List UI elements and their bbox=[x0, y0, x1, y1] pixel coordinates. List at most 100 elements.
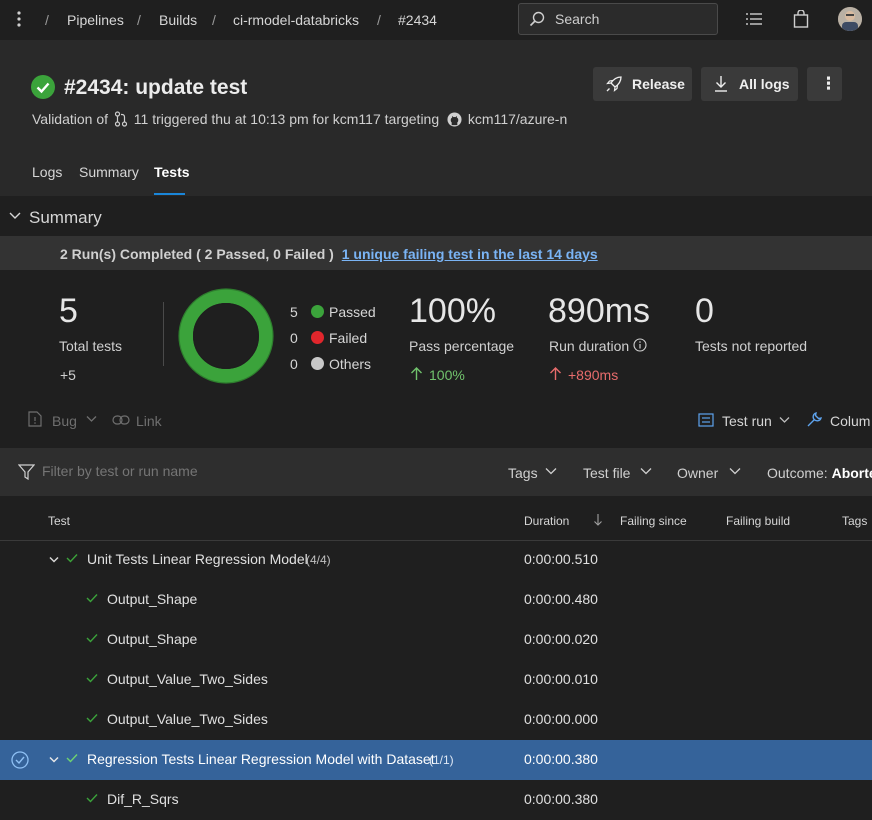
test-duration: 0:00:00.480 bbox=[524, 591, 598, 607]
outcome-filter[interactable]: Outcome: Aborte bbox=[767, 465, 872, 481]
subtitle-prefix: Validation of bbox=[32, 111, 109, 127]
passed-count: 5 bbox=[290, 304, 298, 320]
arrow-up-icon bbox=[410, 366, 423, 381]
total-tests-delta: +5 bbox=[60, 367, 76, 383]
columns-button[interactable]: Colum bbox=[830, 413, 871, 429]
column-header-failing-build[interactable]: Failing build bbox=[726, 514, 791, 528]
others-label: Others bbox=[329, 356, 372, 372]
tags-filter[interactable]: Tags bbox=[508, 465, 538, 481]
more-actions-label: ⋮ bbox=[820, 74, 837, 93]
download-icon bbox=[713, 75, 729, 93]
chevron-down-icon bbox=[640, 467, 652, 475]
filter-input[interactable] bbox=[42, 463, 342, 479]
sort-descending-icon[interactable] bbox=[593, 513, 603, 526]
link-button[interactable]: Link bbox=[136, 413, 162, 429]
row-selected-checkbox-icon[interactable] bbox=[11, 751, 29, 769]
breadcrumb-separator: / bbox=[212, 12, 216, 28]
table-row[interactable]: Output_Value_Two_Sides 0:00:00.010 bbox=[0, 660, 872, 700]
failed-label: Failed bbox=[329, 330, 368, 346]
runs-completed-text: 2 Run(s) Completed ( 2 Passed, 0 Failed … bbox=[60, 246, 334, 262]
search-icon bbox=[529, 11, 545, 27]
all-logs-button[interactable]: All logs bbox=[701, 67, 798, 101]
more-actions-button[interactable]: ⋮ bbox=[807, 67, 842, 101]
chevron-down-icon bbox=[86, 415, 97, 423]
bug-button[interactable]: Bug bbox=[52, 413, 77, 429]
chevron-down-icon bbox=[779, 416, 790, 424]
breadcrumb-separator: / bbox=[377, 12, 381, 28]
shopping-bag-icon[interactable] bbox=[793, 10, 809, 28]
table-row-selected[interactable]: Regression Tests Linear Regression Model… bbox=[0, 740, 872, 780]
owner-filter[interactable]: Owner bbox=[677, 465, 719, 481]
not-reported-value: 0 bbox=[695, 292, 714, 330]
tab-logs[interactable]: Logs bbox=[32, 164, 63, 180]
donut-passed-ring bbox=[179, 289, 273, 383]
test-name: Output_Shape bbox=[107, 591, 198, 607]
table-header bbox=[0, 500, 872, 541]
check-icon bbox=[86, 593, 98, 603]
run-duration-delta: +890ms bbox=[568, 367, 619, 383]
summary-section-header[interactable] bbox=[0, 196, 872, 236]
all-logs-button-label: All logs bbox=[739, 76, 790, 92]
subtitle-pull-request[interactable]: 11 triggered thu at 10:13 pm for kcm117 … bbox=[133, 111, 440, 127]
breadcrumb-pipeline-name[interactable]: ci-rmodel-databricks bbox=[233, 12, 360, 28]
task-list-icon[interactable] bbox=[745, 11, 763, 27]
breadcrumb-builds[interactable]: Builds bbox=[159, 12, 198, 28]
test-run-button[interactable]: Test run bbox=[722, 413, 772, 429]
check-icon bbox=[66, 553, 78, 563]
breadcrumb-pipelines[interactable]: Pipelines bbox=[67, 12, 124, 28]
summary-section-title: Summary bbox=[29, 208, 102, 227]
column-header-test[interactable]: Test bbox=[48, 514, 71, 528]
table-row[interactable]: Dif_R_Sqrs 0:00:00.380 bbox=[0, 780, 872, 820]
table-row[interactable]: Unit Tests Linear Regression Model (4/4)… bbox=[0, 540, 872, 580]
tab-tests[interactable]: Tests bbox=[154, 164, 190, 180]
top-bar bbox=[0, 0, 872, 40]
table-row[interactable]: Output_Shape 0:00:00.020 bbox=[0, 620, 872, 660]
test-file-filter[interactable]: Test file bbox=[583, 465, 631, 481]
column-header-duration[interactable]: Duration bbox=[524, 514, 570, 528]
test-group-count: (4/4) bbox=[306, 553, 331, 567]
search-box[interactable]: Search bbox=[518, 3, 718, 35]
info-icon[interactable] bbox=[633, 338, 647, 352]
others-dot-icon bbox=[311, 357, 324, 370]
tab-summary[interactable]: Summary bbox=[79, 164, 139, 180]
test-name: Output_Shape bbox=[107, 631, 198, 647]
avatar[interactable] bbox=[838, 7, 862, 31]
check-icon bbox=[86, 673, 98, 683]
column-header-tags[interactable]: Tags bbox=[842, 514, 868, 528]
outcome-donut-chart bbox=[178, 288, 274, 384]
run-duration-value: 890ms bbox=[548, 292, 651, 330]
active-tab-indicator bbox=[154, 193, 185, 195]
test-name: Dif_R_Sqrs bbox=[107, 791, 179, 807]
arrow-up-icon bbox=[549, 366, 562, 381]
chevron-down-icon bbox=[545, 467, 557, 475]
chevron-down-icon[interactable] bbox=[9, 211, 21, 221]
check-icon bbox=[86, 793, 98, 803]
subtitle-repository[interactable]: kcm117/azure-n bbox=[467, 111, 568, 127]
more-vertical-icon[interactable] bbox=[13, 10, 25, 28]
test-run-icon bbox=[698, 413, 714, 427]
failing-tests-link[interactable]: 1 unique failing test in the last 14 day… bbox=[341, 246, 598, 262]
outcome-filter-label: Outcome: bbox=[767, 465, 828, 481]
test-name: Output_Value_Two_Sides bbox=[107, 671, 268, 687]
total-tests-label: Total tests bbox=[59, 338, 123, 354]
breadcrumb-build-number[interactable]: #2434 bbox=[398, 12, 437, 28]
test-name: Output_Value_Two_Sides bbox=[107, 711, 268, 727]
rocket-icon bbox=[605, 75, 623, 93]
test-duration: 0:00:00.020 bbox=[524, 631, 598, 647]
link-icon bbox=[112, 414, 130, 426]
summary-stats bbox=[0, 270, 872, 400]
chevron-down-icon[interactable] bbox=[49, 756, 59, 764]
table-row[interactable]: Output_Shape 0:00:00.480 bbox=[0, 580, 872, 620]
release-button[interactable]: Release bbox=[593, 67, 692, 101]
test-duration: 0:00:00.000 bbox=[524, 711, 598, 727]
run-duration-label: Run duration bbox=[549, 338, 630, 354]
table-row[interactable]: Output_Value_Two_Sides 0:00:00.000 bbox=[0, 700, 872, 740]
test-toolbar bbox=[0, 400, 872, 444]
pass-percentage-delta: 100% bbox=[429, 367, 465, 383]
passed-label: Passed bbox=[329, 304, 376, 320]
summary-banner bbox=[0, 236, 872, 270]
chevron-down-icon[interactable] bbox=[49, 556, 59, 564]
column-header-failing-since[interactable]: Failing since bbox=[620, 514, 687, 528]
total-tests-value: 5 bbox=[59, 292, 78, 330]
check-icon bbox=[86, 633, 98, 643]
